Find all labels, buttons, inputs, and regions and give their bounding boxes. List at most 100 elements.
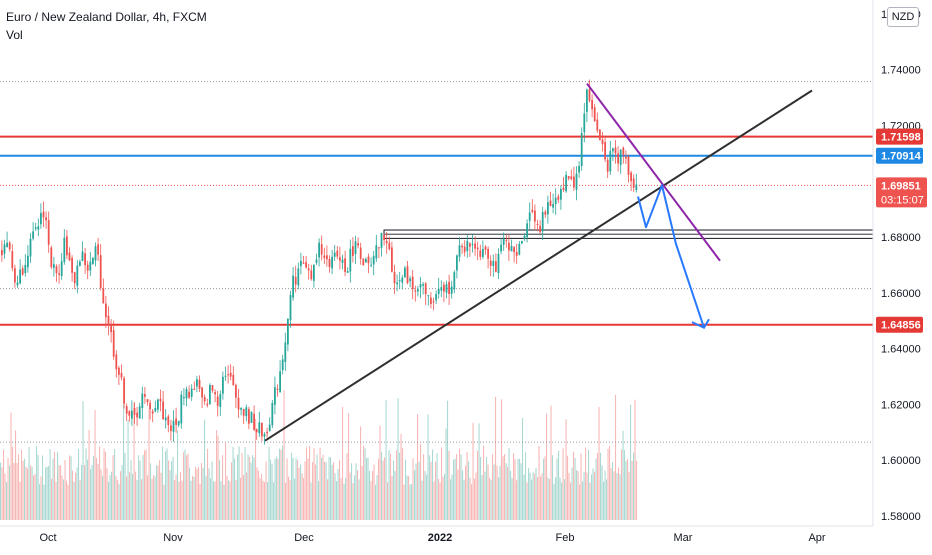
candle bbox=[359, 242, 362, 265]
volume-bar bbox=[333, 462, 335, 520]
volume-bar bbox=[382, 460, 384, 520]
volume-bar bbox=[477, 450, 479, 520]
candle bbox=[8, 240, 11, 252]
candle bbox=[250, 411, 253, 423]
volume-bar bbox=[612, 461, 614, 520]
volume-bar bbox=[270, 459, 272, 520]
candle-body bbox=[575, 173, 578, 190]
candle-body bbox=[97, 244, 99, 255]
candle-body bbox=[435, 294, 437, 301]
volume-bar bbox=[387, 482, 389, 520]
candle bbox=[21, 265, 24, 276]
volume-bar bbox=[166, 448, 168, 520]
candle-body bbox=[380, 232, 383, 248]
candle bbox=[500, 238, 502, 255]
candle-body bbox=[141, 393, 144, 409]
volume-bar bbox=[358, 479, 360, 520]
volume-bar bbox=[525, 452, 527, 520]
volume-bar bbox=[408, 476, 410, 520]
candle bbox=[266, 427, 268, 438]
volume-bar bbox=[435, 461, 437, 520]
volume-bar bbox=[469, 477, 471, 520]
candle bbox=[508, 234, 510, 262]
volume-bar bbox=[399, 452, 401, 520]
candle-body bbox=[513, 247, 515, 253]
candle-body bbox=[71, 257, 73, 273]
volume-bar bbox=[540, 476, 542, 520]
candle bbox=[497, 248, 500, 280]
candle bbox=[417, 285, 419, 297]
candle-body bbox=[534, 210, 536, 222]
candle-body bbox=[445, 284, 448, 293]
candle bbox=[167, 414, 170, 433]
volume-bar bbox=[246, 472, 248, 520]
candle-body bbox=[183, 397, 185, 399]
candle-body bbox=[131, 410, 133, 419]
candle-body bbox=[385, 240, 388, 244]
price-axis[interactable]: 1.760001.580001.600001.620001.640001.660… bbox=[872, 0, 932, 550]
volume-bar bbox=[144, 450, 146, 520]
candle-body bbox=[341, 259, 344, 263]
volume-bar bbox=[19, 481, 21, 520]
candle bbox=[284, 332, 287, 371]
candle-body bbox=[170, 425, 172, 431]
candle-body bbox=[578, 165, 580, 173]
candle-body bbox=[245, 407, 248, 417]
volume-bar bbox=[510, 470, 512, 520]
volume-bar bbox=[370, 481, 372, 520]
candle-body bbox=[508, 242, 510, 251]
volume-bar bbox=[402, 447, 404, 520]
candle-body bbox=[583, 113, 586, 133]
volume-bar bbox=[436, 453, 438, 520]
candle-body bbox=[510, 245, 513, 252]
volume-bar bbox=[165, 451, 167, 520]
candle-body bbox=[396, 282, 398, 285]
volume-bar bbox=[598, 407, 600, 520]
candle bbox=[588, 79, 591, 103]
candle-body bbox=[40, 212, 42, 225]
volume-bar bbox=[369, 471, 371, 520]
candle bbox=[544, 209, 547, 219]
candle-body bbox=[365, 258, 367, 263]
volume-bar bbox=[106, 468, 108, 520]
volume-bar bbox=[196, 469, 198, 520]
volume-bar bbox=[349, 472, 351, 520]
volume-bar bbox=[288, 476, 290, 520]
candle-body bbox=[118, 367, 120, 375]
candle-body bbox=[115, 354, 118, 370]
candle bbox=[102, 278, 105, 304]
candle-body bbox=[11, 251, 14, 269]
volume-bar bbox=[543, 458, 545, 520]
volume-bar bbox=[217, 435, 219, 520]
currency-button[interactable]: NZD bbox=[887, 7, 919, 27]
candle bbox=[37, 218, 40, 237]
volume-bar bbox=[550, 405, 552, 520]
candle-body bbox=[565, 174, 567, 192]
time-axis[interactable]: Oct Nov Dec 2022 Feb Mar Apr bbox=[0, 525, 873, 550]
volume-bar bbox=[234, 458, 236, 520]
price-axis-bg bbox=[873, 0, 932, 550]
candle-body bbox=[24, 264, 27, 274]
volume-bar bbox=[58, 465, 60, 520]
candle bbox=[627, 154, 630, 183]
volume-bar bbox=[84, 465, 86, 520]
candle-body bbox=[76, 265, 79, 286]
volume-bar bbox=[481, 475, 483, 520]
volume-bar bbox=[264, 482, 266, 520]
candle bbox=[66, 230, 68, 260]
time-axis-bg bbox=[0, 526, 873, 550]
candle bbox=[190, 384, 193, 401]
volume-bar bbox=[516, 480, 518, 520]
candle-body bbox=[222, 376, 224, 394]
volume-bar bbox=[360, 426, 362, 520]
volume-bar bbox=[201, 463, 203, 520]
candle bbox=[453, 270, 456, 294]
candle bbox=[261, 422, 263, 442]
volume-bar bbox=[225, 442, 227, 520]
volume-bar bbox=[378, 458, 380, 520]
candle-body bbox=[359, 247, 362, 259]
volume-bar bbox=[354, 475, 356, 520]
volume-bar bbox=[379, 425, 381, 520]
